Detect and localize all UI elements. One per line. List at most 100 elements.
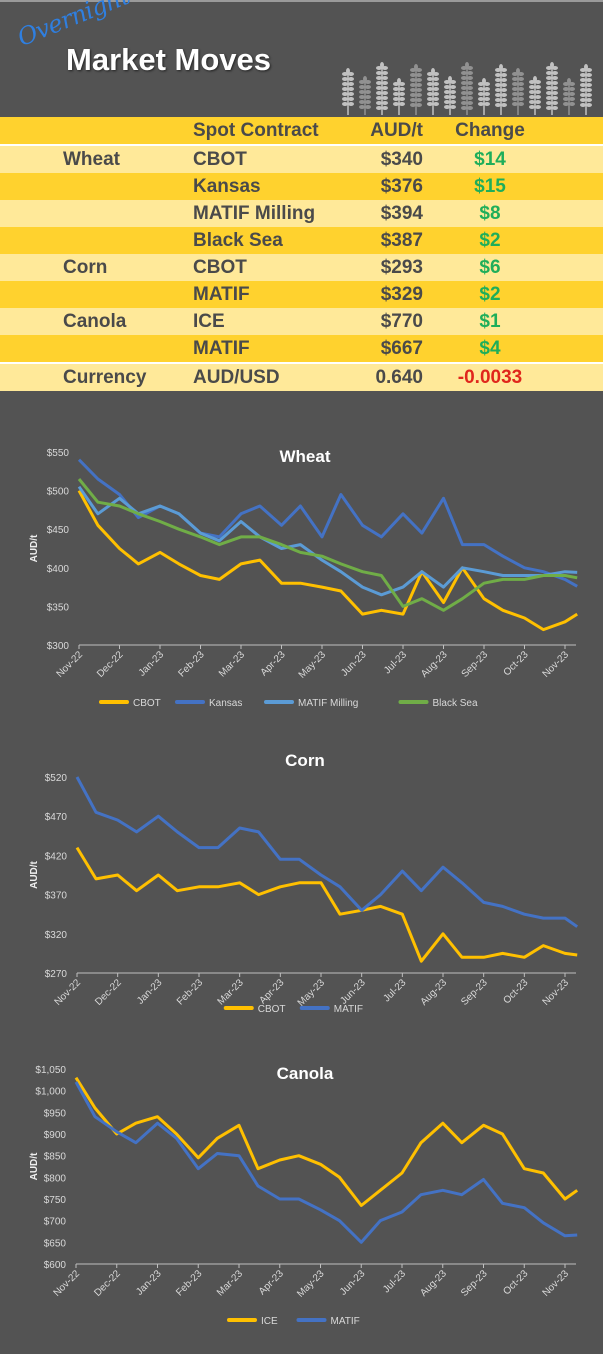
x-tick-label: Aug-23	[418, 1268, 449, 1299]
row-change: $2	[479, 284, 501, 305]
table-header-row: Spot Contract AUD/t Change	[0, 117, 603, 144]
row-contract: MATIF Milling	[193, 203, 316, 224]
x-tick-label: Jan-23	[137, 649, 167, 679]
x-tick-label: Nov-23	[541, 977, 572, 1008]
chart-title: Wheat	[280, 447, 331, 466]
y-axis-label: AUD/t	[29, 860, 40, 888]
series-line-cbot	[75, 846, 578, 963]
wheat-stalk-icon	[546, 62, 558, 115]
x-tick-label: Mar-23	[215, 1268, 245, 1298]
legend-label: Kansas	[209, 698, 242, 709]
x-tick-label: Dec-22	[92, 1268, 123, 1299]
x-tick-label: Mar-23	[216, 977, 246, 1007]
x-tick-label: Aug-23	[419, 649, 450, 680]
chart-title: Canola	[277, 1064, 334, 1083]
wheat-stalk-icon	[580, 64, 592, 115]
row-price: 0.640	[375, 367, 423, 388]
table-row: Corn CBOT $293 $6	[0, 254, 603, 281]
row-change: $8	[479, 203, 501, 224]
wheat-stalk-icon	[393, 78, 405, 115]
row-change: $4	[479, 338, 501, 359]
series-line-kansas	[77, 458, 578, 588]
row-price: $329	[380, 284, 423, 305]
x-tick-label: Apr-23	[257, 977, 286, 1006]
x-tick-label: May-23	[297, 649, 329, 681]
x-tick-label: Jul-23	[381, 1268, 408, 1295]
legend-label: CBOT	[258, 1004, 286, 1015]
row-category: Wheat	[63, 149, 120, 170]
x-tick-label: Oct-23	[501, 977, 530, 1006]
row-category: Canola	[63, 311, 127, 332]
x-tick-label: Jun-23	[339, 649, 369, 679]
wheat-stalk-icon	[376, 62, 388, 115]
x-tick-label: Oct-23	[501, 1268, 530, 1297]
y-tick-label: $600	[44, 1260, 67, 1271]
y-tick-label: $850	[44, 1152, 67, 1163]
table-row: Wheat CBOT $340 $14	[0, 146, 603, 173]
x-tick-label: Aug-23	[419, 977, 450, 1008]
wheat-stalk-icon	[495, 64, 507, 115]
legend-item: ICE	[227, 1316, 278, 1327]
row-contract: CBOT	[193, 149, 247, 170]
y-tick-label: $550	[47, 448, 70, 459]
series-line-matif	[75, 776, 579, 928]
x-tick-label: Dec-22	[95, 649, 126, 680]
wheat-stalks-icon	[342, 62, 592, 115]
y-tick-label: $1,050	[35, 1065, 66, 1076]
legend-item: Kansas	[175, 698, 242, 709]
canola-chart: Canola AUD/t $600 $650 $700 $750 $800 $850 $900 $…	[29, 1064, 579, 1327]
x-tick-label: Nov-22	[52, 1268, 83, 1299]
row-price: $340	[380, 149, 423, 170]
legend-item: CBOT	[99, 698, 161, 709]
table-row-currency: Currency AUD/USD 0.640 -0.0033	[0, 364, 603, 391]
x-tick-label: Apr-23	[257, 1268, 286, 1297]
x-tick-label: Jan-23	[135, 977, 165, 1007]
row-change: $1	[479, 311, 501, 332]
y-tick-label: $500	[47, 487, 70, 498]
x-tick-label: Dec-22	[93, 977, 124, 1008]
y-tick-label: $470	[45, 812, 68, 823]
row-change: $15	[474, 176, 506, 197]
market-table: Spot Contract AUD/t Change Wheat CBOT $340…	[0, 117, 603, 391]
y-tick-label: $750	[44, 1195, 67, 1206]
header-banner: Overnight Market Moves	[0, 0, 603, 115]
x-tick-label: Nov-23	[541, 649, 572, 680]
x-tick-label: Oct-23	[502, 649, 531, 678]
y-tick-label: $370	[45, 891, 68, 902]
header-change: Change	[455, 120, 525, 141]
legend-label: Black Sea	[433, 698, 478, 709]
y-tick-label: $520	[45, 773, 68, 784]
chart-title: Corn	[285, 751, 325, 770]
x-tick-label: Feb-23	[175, 977, 205, 1007]
row-change: $6	[479, 257, 501, 278]
y-tick-label: $450	[47, 525, 70, 536]
row-price: $376	[380, 176, 423, 197]
series-line-matif	[74, 1081, 578, 1244]
table-row: MATIF $329 $2	[0, 281, 603, 308]
x-tick-label: Jun-23	[338, 1268, 368, 1298]
legend-item: MATIF	[296, 1316, 360, 1327]
wheat-stalk-icon	[359, 76, 371, 115]
row-change: -0.0033	[457, 367, 523, 388]
table-row: Black Sea $387 $2	[0, 227, 603, 254]
header-contract: Spot Contract	[193, 120, 319, 141]
table-row: Kansas $376 $15	[0, 173, 603, 200]
y-axis-label: AUD/t	[29, 534, 40, 562]
corn-chart: Corn AUD/t $270 $320 $370 $420 $470 $520 Nov-22 D…	[29, 751, 579, 1015]
row-category: Corn	[63, 257, 108, 278]
wheat-stalk-icon	[512, 68, 524, 115]
row-contract: MATIF	[193, 338, 250, 359]
x-tick-label: May-23	[296, 977, 328, 1009]
row-contract: ICE	[193, 311, 225, 332]
series-line-cbot	[77, 489, 579, 632]
table-row: MATIF Milling $394 $8	[0, 200, 603, 227]
wheat-stalk-icon	[563, 78, 575, 115]
wheat-chart: Wheat AUD/t $300 $350 $400 $450 $500 $550 Nov-22…	[29, 447, 579, 709]
legend-label: MATIF	[334, 1004, 363, 1015]
legend-label: MATIF	[331, 1316, 360, 1327]
x-tick-label: Nov-22	[55, 649, 86, 680]
legend-item: CBOT	[223, 1004, 286, 1015]
row-price: $387	[380, 230, 423, 251]
y-tick-label: $270	[45, 969, 68, 980]
row-price: $394	[380, 203, 423, 224]
